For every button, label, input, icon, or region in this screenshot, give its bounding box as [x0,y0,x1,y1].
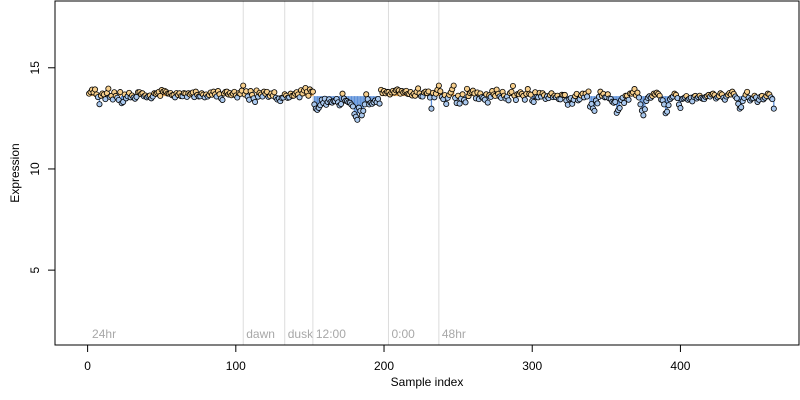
region-lines: dawn dusk 12:00 0:00 48hr 24hr [92,1,466,345]
data-point [363,91,370,98]
data-point [521,96,528,103]
data-point [677,105,684,112]
data-point [524,86,531,93]
data-point [591,107,598,114]
data-point [271,89,278,96]
data-point [594,100,601,107]
data-point [309,88,316,95]
data-point [612,98,619,105]
data-point [354,116,361,123]
data-point [509,82,516,89]
data-point [640,112,647,119]
data-points [86,82,777,123]
x-axis-label: Sample index [391,375,464,389]
region-label: dusk [288,327,314,341]
data-point [527,91,534,98]
region-label: dawn [246,327,275,341]
y-axis-label: Expression [8,143,22,202]
data-point [117,89,124,96]
data-point [530,98,537,105]
data-point [459,91,466,98]
data-point [464,85,471,92]
data-point [456,100,463,107]
data-point [435,82,442,89]
data-point [240,82,247,89]
data-point [744,88,751,95]
data-point [376,100,383,107]
region-label: 48hr [442,327,466,341]
data-point [96,101,103,108]
x-axis: 0 100 200 300 400 [84,344,691,373]
data-point [664,108,671,115]
data-point [450,82,457,89]
data-point [105,85,112,92]
data-point [641,106,648,113]
data-point [349,103,356,110]
y-tick-label: 5 [28,266,42,273]
data-point [625,96,632,103]
data-point [157,92,164,99]
data-point [621,99,628,106]
data-point [585,88,592,95]
data-point [484,99,491,106]
data-point [338,100,345,107]
data-point [339,90,346,97]
data-point [770,105,777,112]
y-axis: 5 10 15 [28,61,56,273]
data-point [437,88,444,95]
data-point [508,88,515,95]
region-label: 24hr [92,327,116,341]
data-point [305,92,312,99]
y-tick-label: 10 [28,162,42,176]
data-point [360,107,367,114]
x-tick-label: 400 [670,359,690,373]
plot-area-border [54,0,800,346]
data-point [635,94,642,101]
data-point [584,93,591,100]
data-point [252,98,259,105]
data-point [505,97,512,104]
x-tick-label: 200 [374,359,394,373]
data-point [634,89,641,96]
x-tick-label: 100 [226,359,246,373]
data-point [738,104,745,111]
data-point [428,105,435,112]
data-point [92,86,99,93]
x-tick-label: 300 [522,359,542,373]
data-point [561,91,568,98]
data-point [665,102,672,109]
data-point [733,95,740,102]
x-tick-label: 0 [84,359,91,373]
data-point [512,96,519,103]
y-tick-label: 15 [28,61,42,75]
data-point [415,85,422,92]
data-point [616,105,623,112]
region-label: 12:00 [316,327,346,341]
data-point [769,96,776,103]
data-point [462,99,469,106]
data-point [296,94,303,101]
region-label: 0:00 [391,327,415,341]
data-point [637,101,644,108]
data-point [219,96,226,103]
data-point [443,100,450,107]
